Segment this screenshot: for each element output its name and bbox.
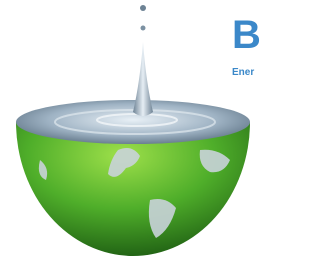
page: {"logo": {"letter": "B", "tagline": "Ene… bbox=[0, 0, 265, 263]
tagline: Ener bbox=[232, 67, 254, 78]
drop bbox=[140, 5, 146, 11]
drop bbox=[141, 26, 146, 31]
water-spout bbox=[133, 42, 153, 116]
logo-letter: B bbox=[232, 13, 261, 57]
scene: B Ener bbox=[0, 0, 265, 263]
